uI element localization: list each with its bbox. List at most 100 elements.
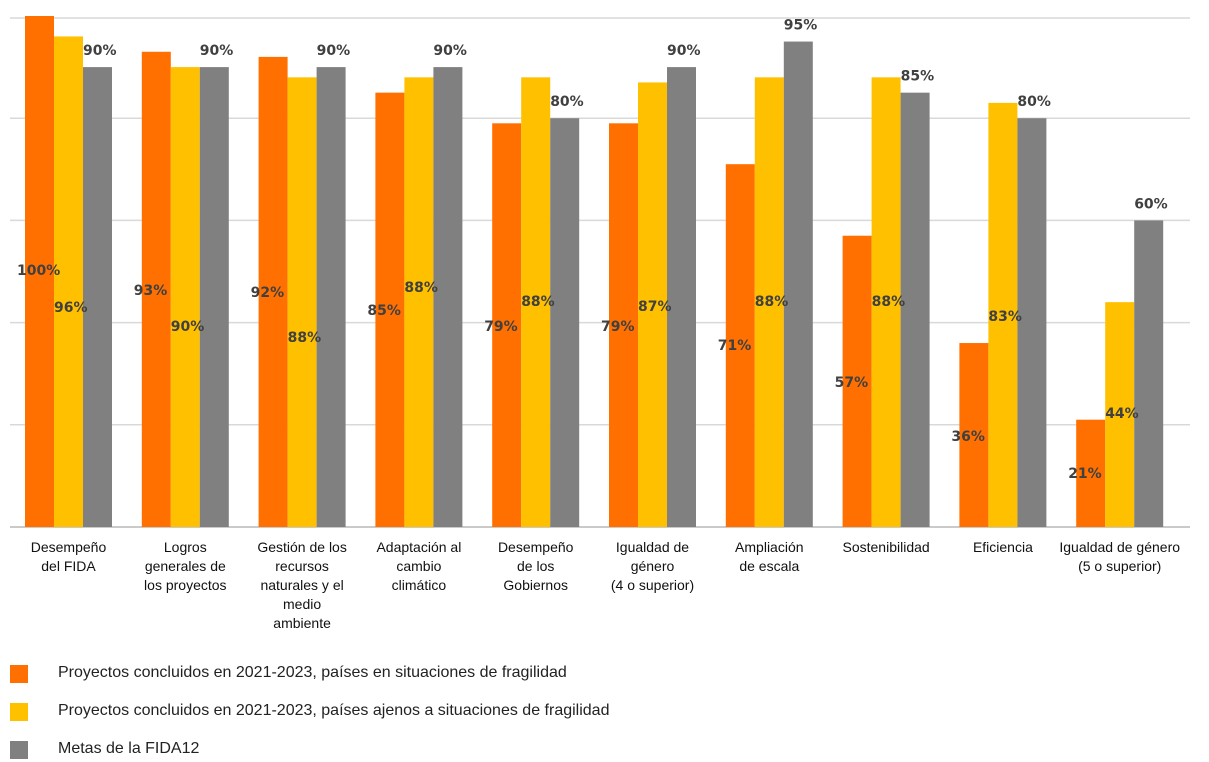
bar-s1-c2: [287, 77, 317, 527]
legend-swatch-targets: [10, 741, 28, 759]
bar-s1-c0: [54, 36, 83, 527]
value-label-s2-c8: 80%: [1017, 94, 1051, 110]
value-label-s0-c4: 79%: [484, 319, 518, 335]
legend-swatch-non-fragile: [10, 703, 28, 721]
category-labels: Desempeño del FIDA Logros generales de los p…: [31, 539, 1180, 631]
value-label-s2-c9: 60%: [1134, 196, 1168, 212]
bar-s0-c4: [492, 123, 522, 527]
category-label-line: (4 o superior): [611, 577, 694, 593]
bar-s1-c1: [170, 67, 200, 527]
bar-s2-c4: [550, 118, 580, 527]
value-label-s0-c6: 71%: [718, 338, 752, 354]
bar-s1-c5: [638, 82, 667, 528]
legend-label-targets: Metas de la FIDA12: [58, 740, 200, 757]
value-label-s1-c8: 83%: [988, 309, 1022, 325]
bar-s1-c4: [521, 77, 551, 527]
bar-s1-c3: [404, 77, 434, 527]
category-label-0: Desempeño del FIDA: [31, 539, 107, 574]
category-label-line: naturales y el: [260, 577, 343, 593]
category-label-line: Adaptación al: [376, 539, 461, 555]
category-label-line: del FIDA: [41, 558, 96, 574]
category-label-6: Ampliación de escala: [735, 539, 803, 574]
value-label-s0-c0: 100%: [17, 263, 60, 279]
value-label-s0-c7: 57%: [835, 375, 869, 391]
legend-label-fragile: Proyectos concluidos en 2021-2023, paíse…: [58, 664, 567, 681]
value-label-s1-c0: 96%: [54, 300, 88, 316]
value-label-s1-c1: 90%: [171, 319, 205, 335]
value-label-s1-c3: 88%: [404, 280, 438, 296]
value-labels: 100%96%90%93%90%90%92%88%90%85%88%90%79%…: [17, 18, 1168, 482]
bar-s2-c1: [199, 67, 229, 527]
value-label-s2-c6: 95%: [784, 18, 818, 34]
bar-s1-c7: [871, 77, 901, 527]
bar-s0-c7: [842, 235, 872, 528]
category-label-line: recursos: [275, 558, 329, 574]
value-label-s0-c2: 92%: [251, 285, 285, 301]
bar-s2-c6: [783, 41, 813, 528]
value-label-s1-c7: 88%: [872, 294, 906, 310]
category-label-line: de los: [517, 558, 554, 574]
bars: [25, 16, 1164, 528]
bar-s0-c1: [141, 51, 171, 528]
category-label-line: Igualdad de: [616, 539, 689, 555]
category-label-line: Ampliación: [735, 539, 803, 555]
legend-item-non-fragile: Proyectos concluidos en 2021-2023, paíse…: [10, 700, 770, 724]
value-label-s2-c1: 90%: [200, 43, 234, 59]
value-label-s0-c9: 21%: [1068, 466, 1102, 482]
bar-chart: 100%96%90%93%90%90%92%88%90%85%88%90%79%…: [10, 16, 1190, 631]
value-label-s2-c2: 90%: [317, 43, 351, 59]
category-label-line: ambiente: [273, 615, 331, 631]
category-label-2: Gestión de los recursos naturales y el medi…: [257, 539, 347, 631]
bar-s1-c9: [1105, 302, 1135, 527]
category-label-line: (5 o superior): [1078, 558, 1161, 574]
category-label-line: cambio: [396, 558, 441, 574]
category-label-line: Sostenibilidad: [843, 539, 930, 555]
category-label-line: Desempeño: [498, 539, 574, 555]
bar-s0-c3: [375, 92, 405, 528]
bar-s2-c8: [1017, 118, 1047, 527]
bar-s2-c9: [1134, 220, 1164, 527]
value-label-s0-c5: 79%: [601, 319, 635, 335]
bar-s2-c3: [433, 67, 463, 527]
legend-item-fragile: Proyectos concluidos en 2021-2023, paíse…: [10, 662, 770, 686]
bar-s2-c0: [83, 67, 112, 527]
bar-s0-c0: [25, 16, 54, 527]
category-label-9: Igualdad de género (5 o superior): [1059, 539, 1180, 574]
legend-swatch-fragile: [10, 665, 28, 683]
category-label-line: Desempeño: [31, 539, 107, 555]
category-label-line: medio: [283, 596, 321, 612]
value-label-s0-c8: 36%: [951, 429, 985, 445]
value-label-s1-c9: 44%: [1105, 406, 1139, 422]
bar-s2-c7: [900, 92, 930, 528]
value-label-s2-c5: 90%: [667, 43, 701, 59]
category-label-line: género: [631, 558, 675, 574]
value-label-s2-c3: 90%: [433, 43, 467, 59]
bar-s0-c6: [725, 164, 755, 527]
category-label-line: los proyectos: [144, 577, 226, 593]
category-label-line: Gestión de los: [257, 539, 347, 555]
category-label-8: Eficiencia: [973, 539, 1033, 555]
category-label-line: Eficiencia: [973, 539, 1033, 555]
bar-s1-c6: [754, 77, 784, 527]
legend-label-non-fragile: Proyectos concluidos en 2021-2023, paíse…: [58, 702, 610, 719]
bar-s0-c5: [609, 123, 638, 527]
value-label-s0-c1: 93%: [134, 283, 168, 299]
bar-s2-c5: [667, 67, 696, 527]
category-label-1: Logros generales de los proyectos: [144, 539, 226, 593]
value-label-s1-c6: 88%: [755, 294, 789, 310]
value-label-s1-c4: 88%: [521, 294, 555, 310]
bar-s2-c2: [316, 67, 346, 527]
bar-s1-c8: [988, 102, 1018, 528]
category-label-line: Igualdad de género: [1059, 539, 1180, 555]
value-label-s1-c5: 87%: [638, 299, 672, 315]
category-label-line: de escala: [739, 558, 799, 574]
legend-item-targets: Metas de la FIDA12: [10, 738, 770, 762]
value-label-s1-c2: 88%: [288, 330, 322, 346]
category-label-3: Adaptación al cambio climático: [376, 539, 461, 593]
value-label-s0-c3: 85%: [367, 303, 401, 319]
category-label-line: generales de: [145, 558, 226, 574]
category-label-line: climático: [392, 577, 447, 593]
bar-s0-c8: [959, 343, 989, 527]
category-label-line: Logros: [164, 539, 207, 555]
value-label-s2-c0: 90%: [83, 43, 117, 59]
